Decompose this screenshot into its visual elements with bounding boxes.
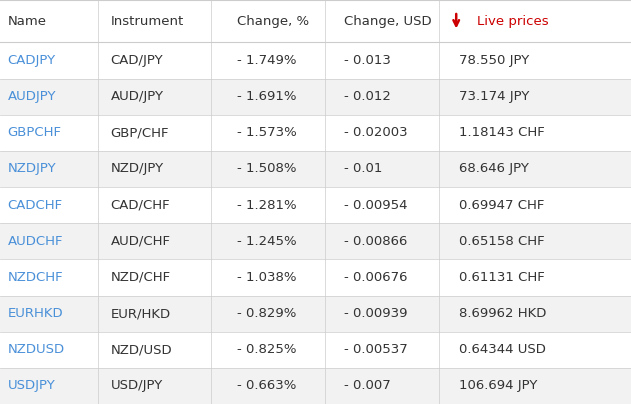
Text: CADCHF: CADCHF bbox=[8, 199, 62, 212]
Text: CAD/JPY: CAD/JPY bbox=[110, 54, 163, 67]
Text: USD/JPY: USD/JPY bbox=[110, 379, 163, 392]
Text: Live prices: Live prices bbox=[477, 15, 549, 28]
Text: - 0.00676: - 0.00676 bbox=[344, 271, 408, 284]
Text: - 1.573%: - 1.573% bbox=[237, 126, 297, 139]
Text: 1.18143 CHF: 1.18143 CHF bbox=[459, 126, 545, 139]
Text: - 0.663%: - 0.663% bbox=[237, 379, 296, 392]
Text: 0.69947 CHF: 0.69947 CHF bbox=[459, 199, 545, 212]
Bar bbox=[0, 78, 631, 115]
Text: AUD/CHF: AUD/CHF bbox=[110, 235, 170, 248]
Bar bbox=[0, 151, 631, 187]
Text: - 1.038%: - 1.038% bbox=[237, 271, 296, 284]
Text: - 1.245%: - 1.245% bbox=[237, 235, 296, 248]
Text: NZD/CHF: NZD/CHF bbox=[110, 271, 170, 284]
Text: 78.550 JPY: 78.550 JPY bbox=[459, 54, 529, 67]
Bar bbox=[0, 295, 631, 332]
Text: - 0.00537: - 0.00537 bbox=[344, 343, 408, 356]
Text: 0.65158 CHF: 0.65158 CHF bbox=[459, 235, 545, 248]
Bar bbox=[0, 115, 631, 151]
Text: - 0.02003: - 0.02003 bbox=[344, 126, 408, 139]
Text: AUDCHF: AUDCHF bbox=[8, 235, 63, 248]
Text: - 0.013: - 0.013 bbox=[344, 54, 391, 67]
Text: 8.69962 HKD: 8.69962 HKD bbox=[459, 307, 546, 320]
Text: NZD/JPY: NZD/JPY bbox=[110, 162, 163, 175]
Text: NZDJPY: NZDJPY bbox=[8, 162, 56, 175]
Text: - 0.829%: - 0.829% bbox=[237, 307, 296, 320]
Text: 73.174 JPY: 73.174 JPY bbox=[459, 90, 530, 103]
Text: Change, %: Change, % bbox=[237, 15, 309, 28]
Text: Name: Name bbox=[8, 15, 47, 28]
Text: - 1.691%: - 1.691% bbox=[237, 90, 296, 103]
Text: EUR/HKD: EUR/HKD bbox=[110, 307, 170, 320]
Text: GBPCHF: GBPCHF bbox=[8, 126, 62, 139]
Text: - 1.281%: - 1.281% bbox=[237, 199, 296, 212]
Bar bbox=[0, 368, 631, 404]
Text: Instrument: Instrument bbox=[110, 15, 184, 28]
Text: CADJPY: CADJPY bbox=[8, 54, 56, 67]
Text: - 1.749%: - 1.749% bbox=[237, 54, 296, 67]
Text: - 1.508%: - 1.508% bbox=[237, 162, 296, 175]
Text: AUDJPY: AUDJPY bbox=[8, 90, 56, 103]
Bar bbox=[0, 187, 631, 223]
Text: - 0.012: - 0.012 bbox=[344, 90, 391, 103]
Text: AUD/JPY: AUD/JPY bbox=[110, 90, 163, 103]
Bar bbox=[0, 223, 631, 259]
Text: 68.646 JPY: 68.646 JPY bbox=[459, 162, 529, 175]
Text: NZDCHF: NZDCHF bbox=[8, 271, 63, 284]
Text: - 0.825%: - 0.825% bbox=[237, 343, 296, 356]
Text: USDJPY: USDJPY bbox=[8, 379, 56, 392]
Text: GBP/CHF: GBP/CHF bbox=[110, 126, 169, 139]
Text: - 0.00866: - 0.00866 bbox=[344, 235, 407, 248]
Text: Change, USD: Change, USD bbox=[344, 15, 432, 28]
Text: NZD/USD: NZD/USD bbox=[110, 343, 172, 356]
Text: 0.61131 CHF: 0.61131 CHF bbox=[459, 271, 545, 284]
Text: EURHKD: EURHKD bbox=[8, 307, 63, 320]
Bar bbox=[0, 42, 631, 78]
Text: 0.64344 USD: 0.64344 USD bbox=[459, 343, 546, 356]
Text: 106.694 JPY: 106.694 JPY bbox=[459, 379, 538, 392]
Bar bbox=[0, 259, 631, 295]
Text: NZDUSD: NZDUSD bbox=[8, 343, 65, 356]
Text: - 0.00954: - 0.00954 bbox=[344, 199, 408, 212]
Bar bbox=[0, 0, 631, 42]
Bar bbox=[0, 332, 631, 368]
Text: - 0.007: - 0.007 bbox=[344, 379, 391, 392]
Text: - 0.01: - 0.01 bbox=[344, 162, 382, 175]
Text: - 0.00939: - 0.00939 bbox=[344, 307, 408, 320]
Text: CAD/CHF: CAD/CHF bbox=[110, 199, 170, 212]
